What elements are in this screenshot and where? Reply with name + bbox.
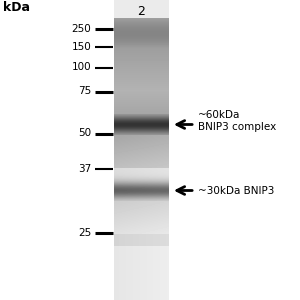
Text: ~30kDa BNIP3: ~30kDa BNIP3 [198, 185, 274, 196]
Text: 250: 250 [72, 23, 92, 34]
Text: 50: 50 [78, 128, 92, 139]
Text: 37: 37 [78, 164, 92, 175]
Text: kDa: kDa [3, 1, 30, 14]
Text: 75: 75 [78, 86, 92, 97]
Text: 150: 150 [72, 41, 92, 52]
Text: 25: 25 [78, 227, 92, 238]
Text: ~60kDa
BNIP3 complex: ~60kDa BNIP3 complex [198, 110, 276, 133]
Text: 2: 2 [137, 5, 145, 18]
Text: 100: 100 [72, 62, 92, 73]
